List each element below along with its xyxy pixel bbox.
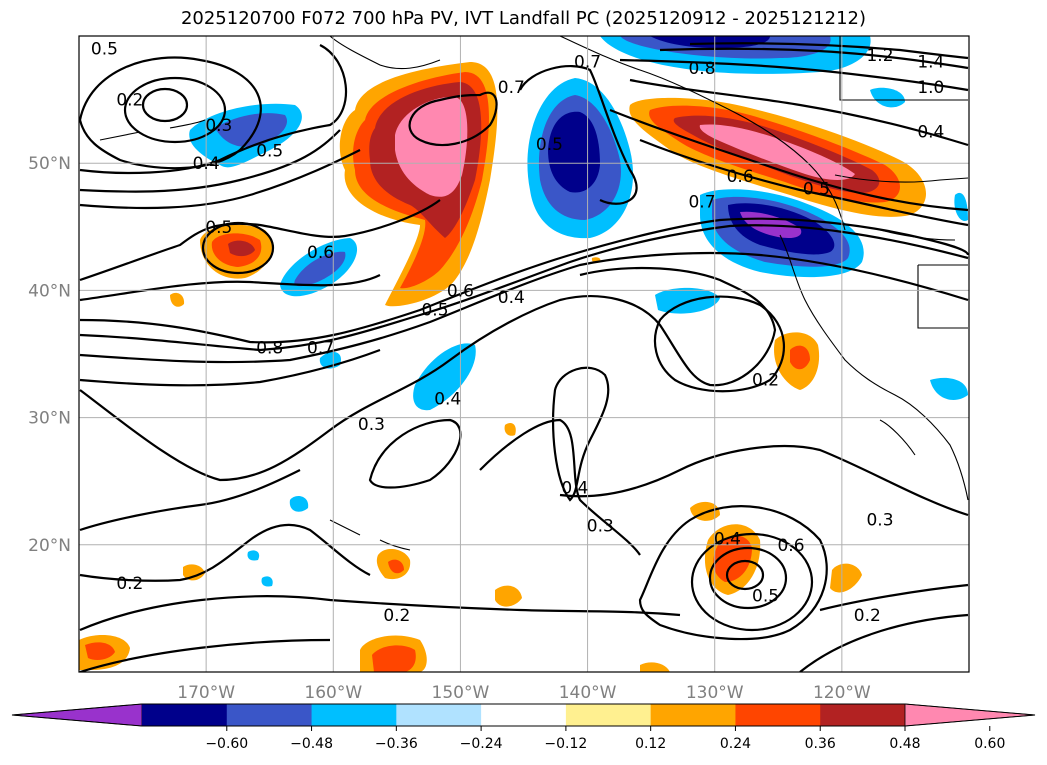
colorbar-tick-5: 0.12 — [635, 736, 666, 752]
colorbar-bin-7 — [735, 704, 821, 726]
contour-label-11: 1.2 — [866, 46, 893, 66]
colorbar-tick-9: 0.60 — [974, 736, 1005, 752]
contour-label-27: 0.3 — [587, 517, 614, 537]
colorbar-tick-2: −0.36 — [375, 736, 418, 752]
colorbar-tick-1: −0.48 — [290, 736, 333, 752]
lon-tick-4: 130°W — [686, 683, 744, 703]
colorbar-bin-1 — [226, 704, 313, 726]
north-america-west-coastline — [779, 234, 969, 501]
longitude-tick-labels: 170°W 160°W 150°W 140°W 130°W 120°W — [177, 683, 871, 703]
contour-label-28: 0.4 — [714, 529, 741, 549]
colorbar-bin-4 — [481, 704, 567, 726]
colorbar-bin-3 — [396, 704, 482, 726]
contour-label-32: 0.2 — [116, 574, 143, 594]
colorbar-tick-3: −0.24 — [460, 736, 503, 752]
contour-label-14: 0.4 — [917, 122, 944, 142]
contour-label-26: 0.4 — [561, 479, 588, 499]
lon-tick-2: 150°W — [432, 683, 490, 703]
contour-label-7: 0.7 — [498, 78, 525, 98]
contour-label-19: 0.5 — [421, 300, 448, 320]
colorbar-tick-8: 0.48 — [889, 736, 920, 752]
contour-label-13: 1.0 — [917, 78, 944, 98]
colorbar-bin-2 — [311, 704, 397, 726]
lon-tick-0: 170°W — [177, 683, 235, 703]
contour-label-4: 0.4 — [193, 154, 220, 174]
colorbar-tick-4: −0.12 — [544, 736, 587, 752]
contour-label-9: 0.5 — [536, 135, 563, 155]
contour-label-0: 0.5 — [91, 40, 118, 60]
contour-label-29: 0.6 — [777, 536, 804, 556]
lat-tick-1: 40°N — [28, 281, 71, 301]
alaska-coastline — [329, 36, 846, 231]
contour-label-1: 0.2 — [116, 91, 143, 111]
colorbar: −0.60 −0.48 −0.36 −0.24 −0.12 0.12 0.24 0.36 0.4… — [11, 703, 1036, 752]
map-frame — [78, 35, 970, 673]
colorbar-bin-6 — [650, 704, 736, 726]
contour-label-21: 0.8 — [256, 339, 283, 359]
lat-tick-3: 20°N — [28, 536, 71, 556]
contour-label-23: 0.4 — [434, 390, 461, 410]
contour-label-34: 0.2 — [854, 606, 881, 626]
contour-label-24: 0.3 — [358, 415, 385, 435]
contour-label-22: 0.7 — [307, 339, 334, 359]
colorbar-tick-7: 0.36 — [805, 736, 836, 752]
contour-label-18: 0.6 — [447, 281, 474, 301]
contour-label-12: 1.4 — [917, 52, 944, 72]
colorbar-outline — [11, 703, 1036, 727]
lon-tick-5: 120°W — [813, 683, 871, 703]
contour-labels: 0.50.20.30.50.40.50.60.70.70.50.81.2 1.41… — [91, 40, 944, 626]
colorbar-tick-0: −0.60 — [205, 736, 248, 752]
contour-label-17: 0.7 — [688, 192, 715, 212]
lat-tick-0: 50°N — [28, 154, 71, 174]
colorbar-bin-8 — [820, 704, 906, 726]
colorbar-tick-6: 0.24 — [720, 736, 751, 752]
coastline-layer — [99, 36, 969, 551]
contour-label-20: 0.4 — [498, 288, 525, 308]
latitude-tick-labels: 50°N 40°N 30°N 20°N — [28, 154, 71, 556]
contour-label-5: 0.5 — [205, 218, 232, 238]
colorbar-extend-low — [11, 703, 143, 727]
contour-label-16: 0.5 — [803, 180, 830, 200]
contour-label-30: 0.5 — [752, 587, 779, 607]
contour-label-31: 0.3 — [866, 510, 893, 530]
contour-label-2: 0.3 — [205, 116, 232, 136]
contour-label-33: 0.2 — [383, 606, 410, 626]
map-gridlines — [79, 36, 969, 672]
colorbar-bin-5 — [565, 704, 652, 726]
contour-label-15: 0.6 — [727, 167, 754, 187]
lat-tick-2: 30°N — [28, 409, 71, 429]
contour-label-25: 0.2 — [752, 370, 779, 390]
contour-label-10: 0.8 — [688, 59, 715, 79]
lon-tick-3: 140°W — [559, 683, 617, 703]
pc-shading-layer — [79, 36, 968, 672]
contour-label-8: 0.7 — [574, 52, 601, 72]
lon-tick-1: 160°W — [304, 683, 362, 703]
pv-contour-layer — [79, 42, 969, 672]
colorbar-extend-high — [904, 703, 1036, 727]
figure-title: 2025120700 F072 700 hPa PV, IVT Landfall… — [180, 8, 867, 29]
contour-label-6: 0.6 — [307, 243, 334, 263]
contour-label-3: 0.5 — [256, 141, 283, 161]
colorbar-bin-0 — [142, 704, 228, 726]
